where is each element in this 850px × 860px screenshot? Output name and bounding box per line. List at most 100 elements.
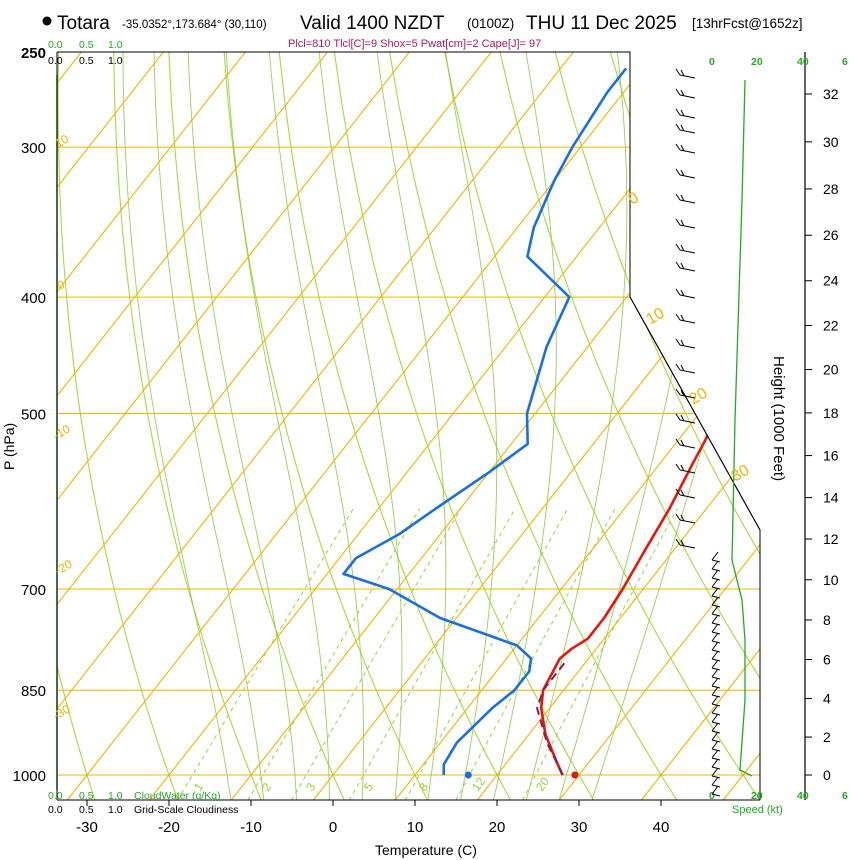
wind-barb-icon [675, 313, 696, 324]
x-tick-label: 0 [329, 819, 337, 836]
dry-adiabat-line [218, 52, 429, 800]
isotherm-line [57, 52, 338, 800]
mixing-ratio-label: 20 [533, 774, 552, 793]
parcel-series-line [536, 661, 567, 776]
cloud-bottom-tick-2: 1.0 [108, 790, 123, 802]
wind-barb-icon [675, 338, 696, 349]
wind-barb-icon [711, 650, 721, 662]
pressure-tick-label: 300 [21, 140, 46, 157]
isotherm-line [57, 52, 502, 800]
pressure-tick-label: 1000 [13, 768, 46, 785]
moist-adiabat-line [122, 52, 232, 800]
height-tick-label: 22 [823, 318, 839, 334]
isotherm-label: -20 [53, 557, 75, 578]
wind-speed-curve [731, 79, 753, 777]
cloudiness-label: Grid-Scale Cloudiness [134, 804, 238, 816]
pressure-tick-label: 500 [21, 407, 46, 424]
cloudiness-top-tick-2: 1.0 [108, 55, 123, 67]
isotherm-line [0, 0, 9, 800]
wind-barb-icon [711, 578, 721, 590]
wind-barb-icon [711, 677, 721, 689]
cloudiness-top-tick-0: 0.0 [48, 55, 63, 67]
isotherm-line [640, 52, 760, 800]
wind-barb-icon [711, 587, 721, 599]
mixing-ratio-label: 3 [303, 780, 318, 794]
wind-barb-icon [711, 551, 721, 563]
isotherm-line [476, 52, 760, 800]
wind-barb-icon [675, 218, 696, 229]
x-tick-label: -20 [158, 819, 180, 836]
wind-barb-icon [711, 749, 721, 761]
cloud-top-tick-2: 1.0 [108, 39, 123, 51]
isotherm-line [57, 52, 256, 800]
surface-dewpoint-point [464, 771, 472, 779]
y-axis-label: P (hPa) [1, 423, 17, 470]
pressure-tick-label: 250 [21, 45, 46, 62]
valid-date: THU 11 Dec 2025 [526, 13, 677, 34]
mixing-ratio-label: 12 [469, 774, 488, 793]
cloud-bottom-tick-0: 0.0 [48, 790, 63, 802]
wind-barb-icon [711, 695, 721, 707]
wind-barb-icon [711, 776, 721, 788]
height-tick-label: 32 [823, 86, 839, 102]
dry-adiabat-line [840, 0, 850, 800]
dry-adiabat-line [166, 52, 345, 800]
wind-barb-icon [675, 143, 696, 154]
dewpoint-series-line [342, 67, 628, 776]
speed-bottom-tick-2: 40 [797, 790, 809, 802]
mixing-ratio-line [247, 508, 421, 800]
wind-barb-icon [711, 605, 721, 617]
isotherm-line [230, 52, 760, 800]
mixing-ratio-line [348, 508, 516, 800]
isotherm-line [57, 52, 420, 800]
moist-adiabat-line [225, 52, 330, 800]
pressure-tick-label: 850 [21, 683, 46, 700]
dry-adiabat-line [322, 52, 595, 800]
wind-barb-icon [675, 261, 696, 272]
wind-barb-icon [711, 722, 721, 734]
dry-adiabat-line [270, 52, 512, 800]
isotherm-label: -10 [51, 422, 73, 443]
height-tick-label: 14 [823, 490, 839, 506]
isotherm-label: 10 [644, 305, 668, 329]
mixing-ratio-line [176, 508, 354, 800]
dry-adiabat-line [373, 52, 678, 800]
height-tick-label: 6 [823, 652, 831, 668]
x-tick-label: 40 [653, 819, 670, 836]
wind-barb-icon [675, 288, 696, 299]
dry-adiabat-line [736, 52, 760, 800]
station-coords: -35.0352°,173.684° (30,110) [122, 19, 267, 31]
dry-adiabat-line [0, 0, 12, 800]
height-tick-label: 26 [823, 227, 839, 243]
plot-frame [56, 51, 761, 801]
wind-barb-icon [711, 740, 721, 752]
height-tick-label: 20 [823, 362, 839, 378]
speed-bottom-tick-0: 0 [709, 790, 715, 802]
height-axis-label: Height (1000 Feet) [770, 356, 787, 481]
cloudiness-bottom-tick-0: 0.0 [48, 804, 63, 816]
speed-top-tick-0: 0 [709, 56, 715, 68]
wind-barb-icon [675, 168, 696, 179]
isotherm-line [57, 52, 584, 800]
x-axis-label: Temperature (C) [375, 842, 477, 858]
wind-barb-icon [675, 68, 696, 79]
cloudiness-top-tick-1: 0.5 [79, 55, 94, 67]
moist-adiabat-line [591, 52, 760, 800]
speed-label: Speed (kt) [732, 804, 783, 816]
isotherm-line [57, 52, 92, 800]
wind-barb-icon [675, 488, 696, 499]
wind-barb-icon [675, 108, 696, 119]
isotherm-label: 10 [53, 132, 72, 151]
wind-barb-icon [675, 513, 696, 524]
wind-barb-icon [711, 641, 721, 653]
height-tick-label: 0 [823, 767, 831, 783]
dry-adiabat-line [477, 52, 760, 800]
height-tick-label: 16 [823, 448, 839, 464]
surface-temperature-point [571, 771, 579, 779]
x-tick-label: 10 [407, 819, 424, 836]
isotherm-label: 0 [626, 189, 642, 208]
moist-adiabat-line [318, 52, 403, 800]
wind-barb-icon [711, 623, 721, 635]
wind-barb-icon [675, 438, 696, 449]
isotherm-line [558, 52, 760, 800]
